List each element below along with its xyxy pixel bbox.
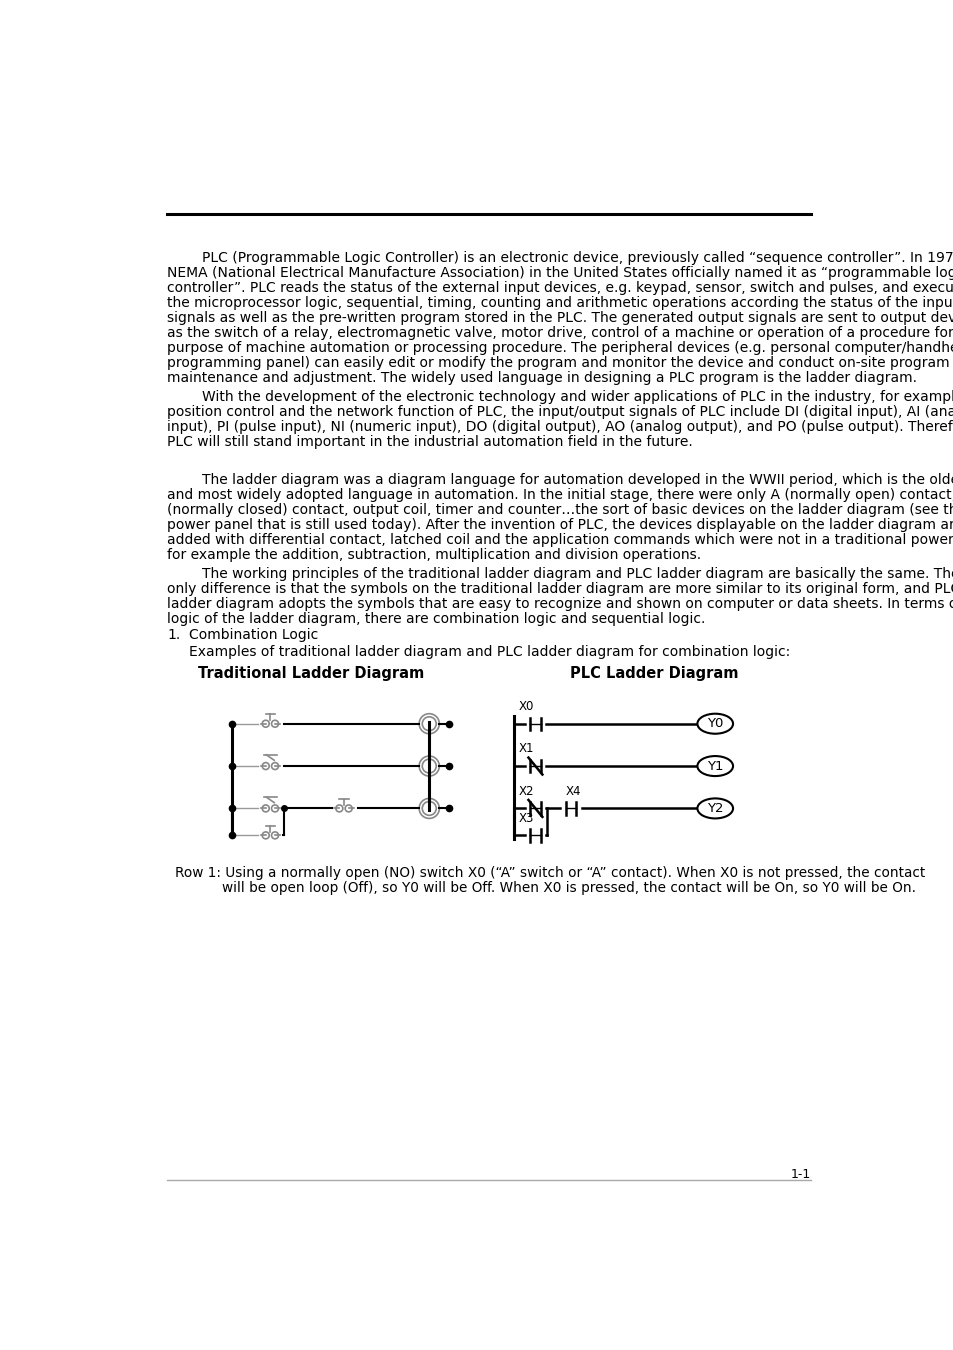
- Text: signals as well as the pre-written program stored in the PLC. The generated outp: signals as well as the pre-written progr…: [167, 310, 953, 324]
- Text: PLC will still stand important in the industrial automation field in the future.: PLC will still stand important in the in…: [167, 435, 692, 448]
- Text: programming panel) can easily edit or modify the program and monitor the device : programming panel) can easily edit or mo…: [167, 355, 949, 370]
- Text: position control and the network function of PLC, the input/output signals of PL: position control and the network functio…: [167, 405, 953, 418]
- Text: X2: X2: [517, 784, 534, 798]
- Text: The ladder diagram was a diagram language for automation developed in the WWII p: The ladder diagram was a diagram languag…: [167, 472, 953, 487]
- Text: added with differential contact, latched coil and the application commands which: added with differential contact, latched…: [167, 533, 953, 547]
- Text: Y1: Y1: [706, 760, 722, 772]
- Text: only difference is that the symbols on the traditional ladder diagram are more s: only difference is that the symbols on t…: [167, 582, 953, 595]
- Ellipse shape: [697, 756, 732, 776]
- Text: Row 1: Using a normally open (NO) switch X0 (“A” switch or “A” contact). When X0: Row 1: Using a normally open (NO) switch…: [174, 867, 924, 880]
- Text: and most widely adopted language in automation. In the initial stage, there were: and most widely adopted language in auto…: [167, 487, 953, 502]
- Text: X4: X4: [565, 784, 580, 798]
- Text: With the development of the electronic technology and wider applications of PLC : With the development of the electronic t…: [167, 390, 953, 404]
- Text: maintenance and adjustment. The widely used language in designing a PLC program : maintenance and adjustment. The widely u…: [167, 371, 917, 385]
- Text: (normally closed) contact, output coil, timer and counter…the sort of basic devi: (normally closed) contact, output coil, …: [167, 502, 953, 517]
- Text: X3: X3: [517, 811, 533, 825]
- Text: Examples of traditional ladder diagram and PLC ladder diagram for combination lo: Examples of traditional ladder diagram a…: [189, 645, 789, 659]
- Text: power panel that is still used today). After the invention of PLC, the devices d: power panel that is still used today). A…: [167, 518, 953, 532]
- Text: Y2: Y2: [706, 802, 722, 815]
- Text: 1-1: 1-1: [789, 1169, 810, 1181]
- Text: X0: X0: [517, 699, 533, 713]
- Text: The working principles of the traditional ladder diagram and PLC ladder diagram : The working principles of the traditiona…: [167, 567, 953, 580]
- Text: input), PI (pulse input), NI (numeric input), DO (digital output), AO (analog ou: input), PI (pulse input), NI (numeric in…: [167, 420, 953, 433]
- Text: for example the addition, subtraction, multiplication and division operations.: for example the addition, subtraction, m…: [167, 548, 700, 562]
- Ellipse shape: [697, 798, 732, 818]
- Text: Traditional Ladder Diagram: Traditional Ladder Diagram: [197, 666, 423, 680]
- Ellipse shape: [697, 714, 732, 734]
- Text: X1: X1: [517, 743, 534, 755]
- Text: ladder diagram adopts the symbols that are easy to recognize and shown on comput: ladder diagram adopts the symbols that a…: [167, 597, 953, 610]
- Text: logic of the ladder diagram, there are combination logic and sequential logic.: logic of the ladder diagram, there are c…: [167, 612, 705, 625]
- Text: as the switch of a relay, electromagnetic valve, motor drive, control of a machi: as the switch of a relay, electromagneti…: [167, 325, 953, 340]
- Text: will be open loop (Off), so Y0 will be Off. When X0 is pressed, the contact will: will be open loop (Off), so Y0 will be O…: [221, 882, 915, 895]
- Text: PLC Ladder Diagram: PLC Ladder Diagram: [569, 666, 738, 680]
- Text: PLC (Programmable Logic Controller) is an electronic device, previously called “: PLC (Programmable Logic Controller) is a…: [167, 251, 953, 265]
- Text: the microprocessor logic, sequential, timing, counting and arithmetic operations: the microprocessor logic, sequential, ti…: [167, 296, 953, 309]
- Text: NEMA (National Electrical Manufacture Association) in the United States official: NEMA (National Electrical Manufacture As…: [167, 266, 953, 279]
- Text: Combination Logic: Combination Logic: [189, 628, 318, 643]
- Text: Y0: Y0: [706, 717, 722, 730]
- Text: purpose of machine automation or processing procedure. The peripheral devices (e: purpose of machine automation or process…: [167, 340, 953, 355]
- Text: 1.: 1.: [167, 628, 180, 643]
- Text: controller”. PLC reads the status of the external input devices, e.g. keypad, se: controller”. PLC reads the status of the…: [167, 281, 953, 294]
